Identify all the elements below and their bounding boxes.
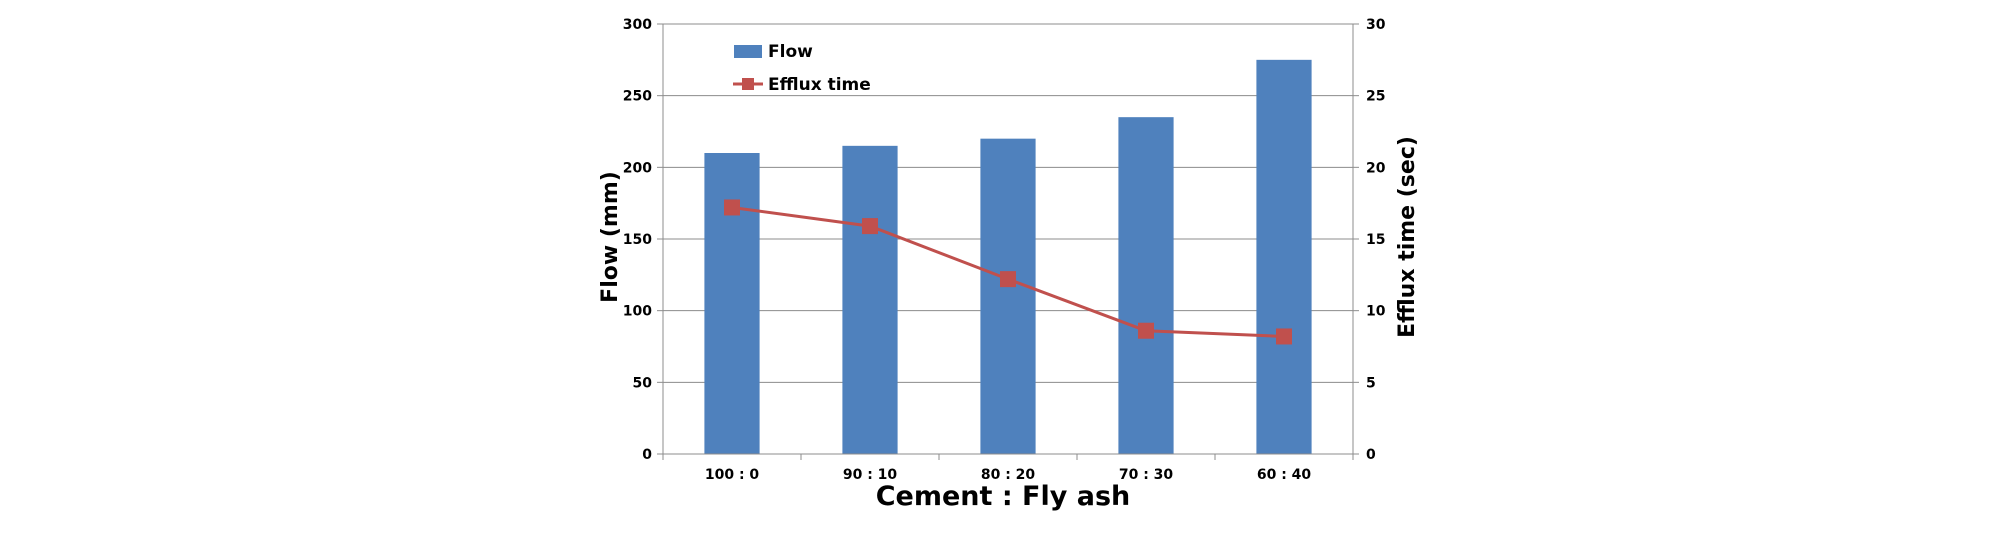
efflux-line	[724, 199, 1292, 345]
legend: Flow Efflux time	[733, 42, 871, 95]
flow-bars	[704, 59, 1312, 455]
x-axis-title: Cement : Fly ash	[876, 481, 1131, 512]
axes	[657, 23, 1359, 460]
right-tick-labels: 0 5 10 15 20 25 30	[1366, 17, 1386, 463]
x-tick-label: 100 : 0	[705, 467, 760, 483]
right-tick-label: 30	[1366, 17, 1386, 33]
left-tick-label: 150	[623, 232, 652, 248]
efflux-point	[1138, 322, 1154, 339]
efflux-point	[1276, 328, 1292, 345]
flow-bar	[1256, 59, 1312, 454]
legend-flow-label: Flow	[768, 42, 813, 62]
left-tick-label: 100	[623, 304, 652, 320]
efflux-point	[862, 218, 878, 235]
x-tick-label: 80 : 20	[981, 467, 1036, 483]
right-tick-label: 25	[1366, 89, 1385, 105]
flow-bar	[1118, 117, 1174, 455]
x-tick-label: 70 : 30	[1119, 467, 1174, 483]
efflux-point	[1000, 271, 1016, 288]
flow-bar	[704, 153, 760, 454]
right-tick-label: 5	[1366, 375, 1376, 391]
right-tick-label: 0	[1366, 447, 1376, 463]
left-tick-label: 250	[623, 89, 652, 105]
x-tick-label: 60 : 40	[1257, 467, 1312, 483]
y-axis-title: Flow (mm)	[598, 171, 623, 303]
left-tick-label: 0	[642, 447, 652, 463]
flow-bar	[842, 145, 898, 455]
legend-efflux-label: Efflux time	[768, 75, 871, 95]
left-tick-label: 200	[623, 160, 652, 176]
flow-bar	[980, 138, 1036, 454]
x-tick-label: 90 : 10	[843, 467, 898, 483]
right-tick-label: 20	[1366, 160, 1386, 176]
left-tick-labels: 0 50 100 150 200 250 300	[623, 17, 652, 463]
left-tick-label: 50	[633, 375, 653, 391]
y2-axis-title: Efflux time (sec)	[1395, 136, 1420, 338]
legend-efflux-marker	[742, 78, 754, 90]
efflux-point	[724, 199, 740, 216]
right-tick-label: 15	[1366, 232, 1385, 248]
x-tick-labels: 100 : 0 90 : 10 80 : 20 70 : 30 60 : 40	[705, 467, 1312, 483]
legend-flow-swatch	[734, 45, 762, 58]
left-tick-label: 300	[623, 17, 652, 33]
right-tick-label: 10	[1366, 304, 1386, 320]
